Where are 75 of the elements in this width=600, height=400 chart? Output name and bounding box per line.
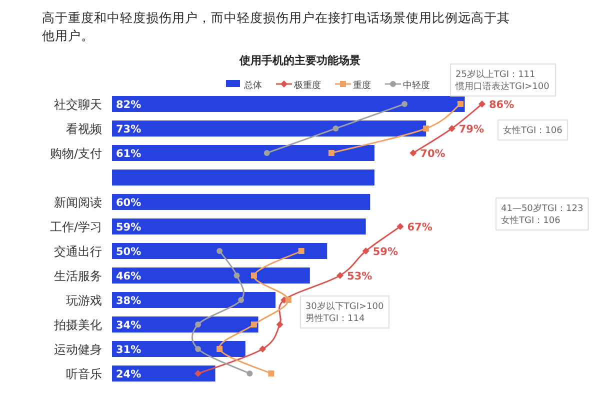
data-label: 50% xyxy=(116,246,142,258)
data-label: 86% xyxy=(489,99,515,111)
bar xyxy=(112,170,374,186)
point xyxy=(457,101,464,107)
y-tick-label: 交通出行 xyxy=(54,244,102,258)
point xyxy=(195,322,202,328)
point xyxy=(216,346,223,352)
bar xyxy=(112,120,426,136)
data-label: 34% xyxy=(116,320,142,332)
point xyxy=(410,150,417,156)
legend-label: 总体 xyxy=(243,80,262,91)
point xyxy=(238,297,244,303)
text: 高于重度和中轻度损伤用户，而中轻度损伤用户在接打电话场景使用比例远高于其他用户。 xyxy=(42,10,510,43)
data-label: 59% xyxy=(116,222,142,234)
point xyxy=(448,125,456,132)
bar xyxy=(112,341,246,357)
point xyxy=(276,321,284,328)
data-label: 79% xyxy=(458,124,484,136)
point xyxy=(250,322,257,328)
y-tick-label: 新闻阅读 xyxy=(54,196,102,210)
data-label: 60% xyxy=(116,197,142,209)
point xyxy=(246,370,253,376)
bar xyxy=(112,268,310,284)
data-label: 53% xyxy=(347,270,373,282)
data-label: 24% xyxy=(116,368,142,380)
annotation: 30岁以下TGI>100 男性TGI：114 xyxy=(305,301,384,324)
y-tick-label: 拍摄美化 xyxy=(53,318,102,332)
point xyxy=(423,126,430,132)
bar xyxy=(112,316,258,332)
bar xyxy=(112,194,370,210)
y-tick-label: 工作/学习 xyxy=(50,220,102,234)
data-label: 73% xyxy=(116,124,142,136)
point xyxy=(402,101,408,107)
y-tick-label: 玩游戏 xyxy=(66,294,102,308)
y-tick-label: 听音乐 xyxy=(66,367,102,381)
y-tick-label: 社交聊天 xyxy=(54,98,102,112)
point xyxy=(285,297,292,303)
data-label: 82% xyxy=(116,99,142,111)
data-label: 61% xyxy=(116,148,142,160)
y-tick-label: 看视频 xyxy=(66,122,102,136)
bar xyxy=(112,292,276,308)
point xyxy=(234,272,240,278)
point xyxy=(195,346,202,352)
legend-label: 中轻度 xyxy=(403,80,430,91)
point xyxy=(298,248,304,254)
y-tick-label: 运动健身 xyxy=(54,342,102,356)
point xyxy=(264,150,270,156)
point xyxy=(332,126,339,132)
bar xyxy=(112,145,374,161)
data-label: 31% xyxy=(116,344,142,356)
point xyxy=(362,248,370,254)
data-label: 67% xyxy=(407,222,433,234)
y-tick-label: 购物/支付 xyxy=(50,146,102,160)
point xyxy=(268,370,274,376)
point xyxy=(194,370,202,377)
data-label: 38% xyxy=(116,295,142,307)
point xyxy=(396,223,404,230)
data-label: 46% xyxy=(116,270,142,282)
point xyxy=(259,346,266,352)
point xyxy=(216,248,223,254)
bar xyxy=(112,366,216,382)
bar xyxy=(112,243,328,259)
data-label: 59% xyxy=(372,246,398,258)
legend-label: 极重度 xyxy=(293,80,321,91)
point xyxy=(250,272,257,278)
data-label: 70% xyxy=(420,148,446,160)
bar xyxy=(112,218,366,234)
bar xyxy=(112,96,465,112)
legend-label: 重度 xyxy=(353,80,371,91)
point xyxy=(328,150,334,156)
chart-title: 使用手机的主要功能场景 xyxy=(238,54,360,67)
annotation: 25岁以上TGI：111 惯用口语表达TGI>100 xyxy=(454,69,550,92)
y-tick-label: 生活服务 xyxy=(54,269,102,283)
point xyxy=(336,272,344,279)
point xyxy=(478,100,486,108)
